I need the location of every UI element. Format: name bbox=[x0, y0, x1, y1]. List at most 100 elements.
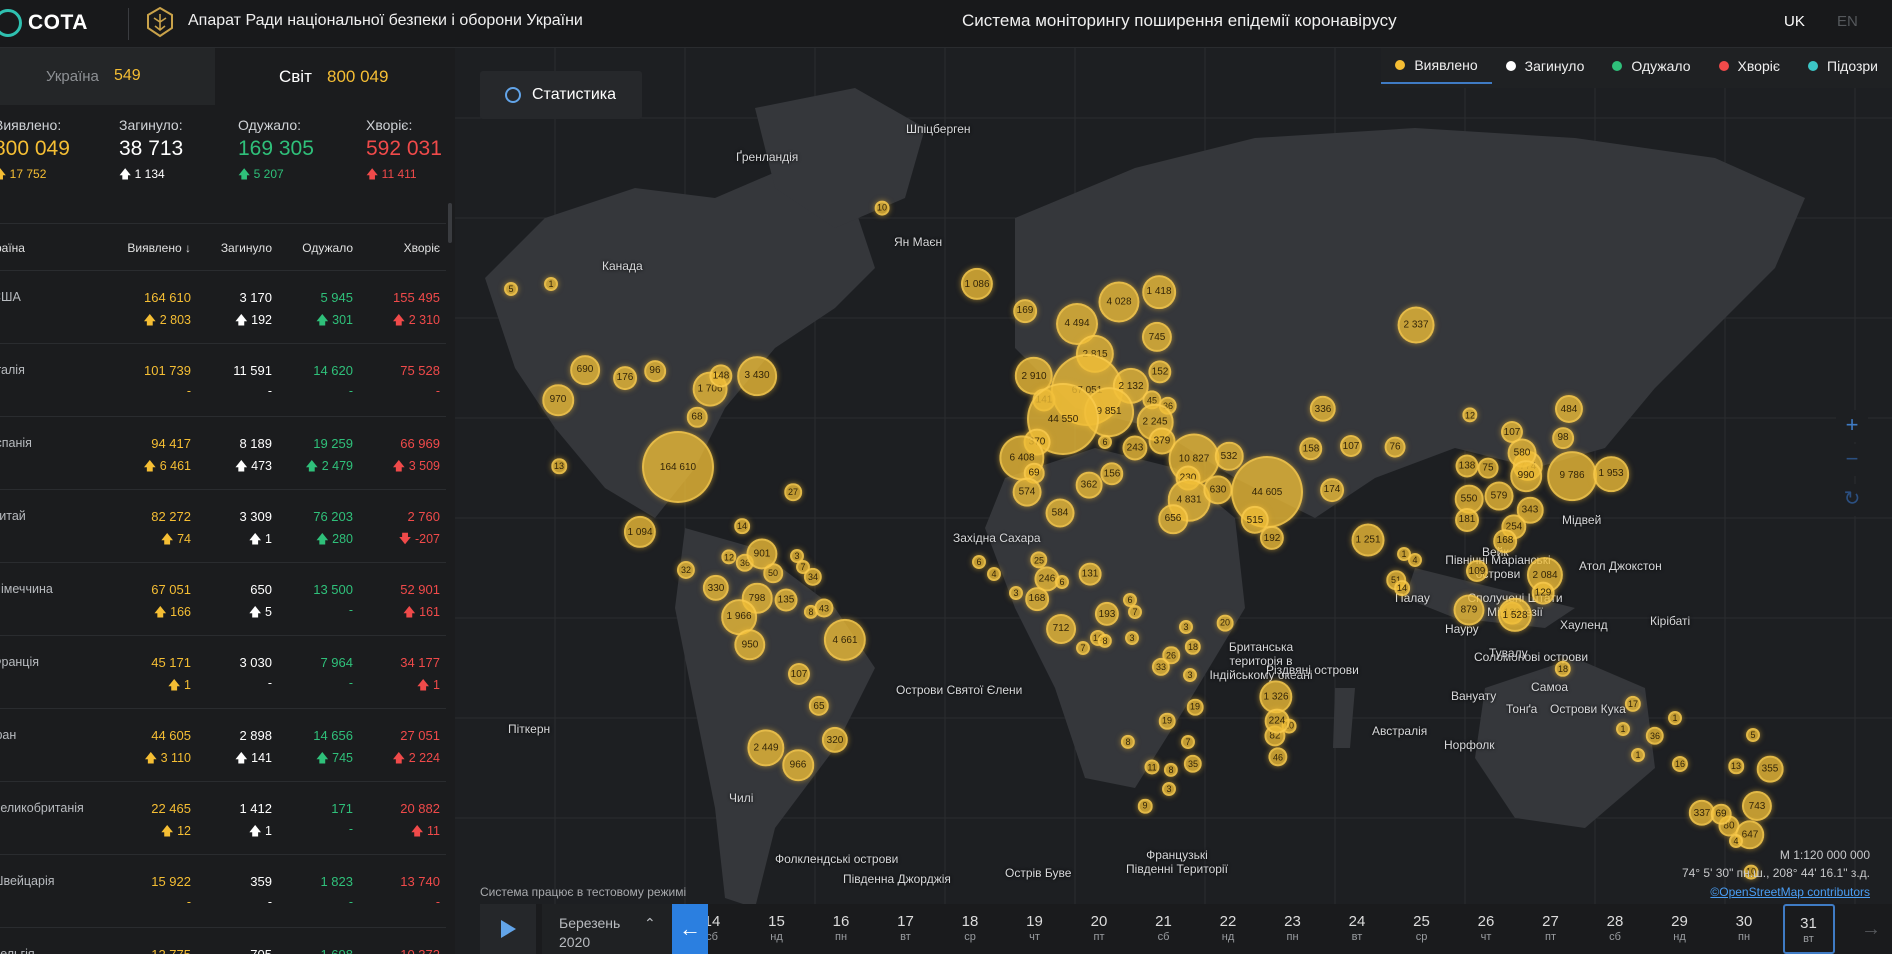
case-bubble[interactable]: 192 bbox=[1259, 525, 1285, 551]
timeline-day[interactable]: 29 нд bbox=[1654, 904, 1706, 954]
case-bubble[interactable]: 32 bbox=[676, 560, 696, 580]
case-bubble[interactable]: 98 bbox=[1552, 427, 1574, 449]
case-bubble[interactable]: 4 028 bbox=[1098, 281, 1140, 323]
case-bubble[interactable]: 14 bbox=[734, 518, 750, 534]
case-bubble[interactable]: 879 bbox=[1453, 594, 1485, 626]
case-bubble[interactable]: 579 bbox=[1484, 481, 1514, 511]
case-bubble[interactable]: 1 bbox=[1631, 748, 1645, 762]
world-map[interactable]: Статистика Виявлено Загинуло Одужало Хворіє… bbox=[455, 48, 1892, 954]
table-row[interactable]: Іран 44 605 🡅 3 110 2 898 🡅 141 14 656 🡅 745 27… bbox=[0, 709, 446, 782]
case-bubble[interactable]: 107 bbox=[1339, 434, 1363, 458]
case-bubble[interactable]: 3 430 bbox=[737, 356, 777, 396]
case-bubble[interactable]: 152 bbox=[1148, 360, 1172, 384]
case-bubble[interactable]: 7 bbox=[1181, 735, 1195, 749]
case-bubble[interactable]: 243 bbox=[1122, 435, 1148, 461]
col-detected-sort[interactable]: Виявлено ↓ bbox=[127, 241, 191, 255]
zoom-in-button[interactable]: + bbox=[1836, 410, 1868, 442]
timeline-day[interactable]: 27 пт bbox=[1525, 904, 1577, 954]
case-bubble[interactable]: 12 bbox=[721, 549, 737, 565]
case-bubble[interactable]: 1 966 bbox=[721, 599, 757, 635]
case-bubble[interactable]: 3 bbox=[1179, 620, 1193, 634]
case-bubble[interactable]: 484 bbox=[1554, 394, 1584, 424]
case-bubble[interactable]: 13 bbox=[551, 458, 567, 474]
zoom-out-button[interactable]: − bbox=[1836, 444, 1868, 476]
table-row[interactable]: Великобританія 22 465 🡅 12 1 412 🡅 1 171 - 20 8… bbox=[0, 782, 446, 855]
play-button[interactable] bbox=[480, 904, 536, 954]
next-day-button[interactable]: → bbox=[1850, 904, 1892, 954]
col-sick[interactable]: Хворіє bbox=[403, 241, 440, 255]
case-bubble[interactable]: 129 bbox=[1531, 581, 1555, 605]
timeline-day[interactable]: 19 чт bbox=[1009, 904, 1061, 954]
case-bubble[interactable]: 224 bbox=[1264, 708, 1290, 734]
case-bubble[interactable]: 193 bbox=[1094, 601, 1120, 627]
timeline-day[interactable]: 15 нд bbox=[751, 904, 803, 954]
tab-world[interactable]: Світ 800 049 bbox=[215, 48, 455, 105]
case-bubble[interactable]: 9 786 bbox=[1547, 451, 1597, 501]
case-bubble[interactable]: 970 bbox=[542, 384, 574, 416]
case-bubble[interactable]: 107 bbox=[787, 662, 811, 686]
case-bubble[interactable]: 4 bbox=[987, 567, 1001, 581]
legend-item[interactable]: Загинуло bbox=[1492, 48, 1599, 84]
case-bubble[interactable]: 14 bbox=[1394, 580, 1410, 596]
case-bubble[interactable]: 68 bbox=[686, 406, 708, 428]
case-bubble[interactable]: 630 bbox=[1203, 475, 1233, 505]
case-bubble[interactable]: 901 bbox=[746, 538, 778, 570]
case-bubble[interactable]: 36 bbox=[1645, 726, 1665, 746]
case-bubble[interactable]: 76 bbox=[1384, 436, 1406, 458]
case-bubble[interactable]: 6 bbox=[1055, 575, 1069, 589]
osm-attribution-link[interactable]: ©OpenStreetMap contributors bbox=[1710, 885, 1870, 899]
case-bubble[interactable]: 1 251 bbox=[1351, 523, 1385, 557]
case-bubble[interactable]: 336 bbox=[1309, 395, 1337, 423]
col-recovered[interactable]: Одужало bbox=[302, 241, 353, 255]
case-bubble[interactable]: 532 bbox=[1214, 441, 1244, 471]
legend-item[interactable]: Підозри bbox=[1794, 48, 1892, 84]
case-bubble[interactable]: 168 bbox=[1025, 587, 1049, 611]
case-bubble[interactable]: 46 bbox=[1268, 747, 1288, 767]
reset-view-button[interactable]: ↻ bbox=[1836, 484, 1868, 516]
timeline-day[interactable]: 31 вт bbox=[1782, 904, 1835, 954]
case-bubble[interactable]: 1 086 bbox=[960, 267, 994, 301]
timeline-day[interactable]: 28 сб bbox=[1589, 904, 1641, 954]
case-bubble[interactable]: 8 bbox=[1163, 762, 1179, 778]
prev-day-button[interactable]: ← bbox=[672, 904, 708, 954]
case-bubble[interactable]: 3 bbox=[1183, 668, 1197, 682]
case-bubble[interactable]: 176 bbox=[613, 366, 637, 390]
table-row[interactable]: Франція 45 171 🡅 1 3 030 - 7 964 - 34 177 🡅 1 bbox=[0, 636, 446, 709]
case-bubble[interactable]: 990 bbox=[1510, 460, 1542, 492]
case-bubble[interactable]: 4 661 bbox=[823, 618, 867, 662]
case-bubble[interactable]: 355 bbox=[1756, 755, 1784, 783]
case-bubble[interactable]: 574 bbox=[1012, 477, 1042, 507]
lang-uk-button[interactable]: UK bbox=[1784, 13, 1805, 30]
timeline-day[interactable]: 23 пн bbox=[1267, 904, 1319, 954]
case-bubble[interactable]: 1 953 bbox=[1593, 456, 1629, 492]
case-bubble[interactable]: 27 bbox=[784, 483, 802, 501]
sidebar-scrollbar[interactable] bbox=[448, 203, 452, 243]
cota-logo[interactable]: COTA bbox=[0, 8, 88, 38]
timeline-day[interactable]: 18 ср bbox=[944, 904, 996, 954]
case-bubble[interactable]: 131 bbox=[1078, 562, 1102, 586]
case-bubble[interactable]: 19 bbox=[1186, 698, 1204, 716]
case-bubble[interactable]: 1 418 bbox=[1142, 275, 1176, 309]
case-bubble[interactable]: 5 bbox=[1746, 728, 1760, 742]
timeline-day[interactable]: 21 сб bbox=[1138, 904, 1190, 954]
case-bubble[interactable]: 109 bbox=[1465, 559, 1489, 583]
case-bubble[interactable]: 33 bbox=[1151, 657, 1171, 677]
case-bubble[interactable]: 18 bbox=[1184, 638, 1202, 656]
case-bubble[interactable]: 96 bbox=[644, 360, 666, 382]
case-bubble[interactable]: 9 bbox=[1137, 798, 1153, 814]
statistics-button[interactable]: Статистика bbox=[480, 71, 642, 119]
col-country[interactable]: Країна bbox=[0, 241, 25, 255]
case-bubble[interactable]: 6 bbox=[1098, 435, 1112, 449]
case-bubble[interactable]: 168 bbox=[1493, 529, 1517, 553]
case-bubble[interactable]: 8 bbox=[1097, 633, 1113, 649]
case-bubble[interactable]: 745 bbox=[1141, 321, 1173, 353]
case-bubble[interactable]: 6 bbox=[972, 555, 986, 569]
case-bubble[interactable]: 13 bbox=[1728, 758, 1744, 774]
case-bubble[interactable]: 2 449 bbox=[747, 729, 785, 767]
case-bubble[interactable]: 174 bbox=[1320, 478, 1344, 502]
case-bubble[interactable]: 18 bbox=[1554, 660, 1572, 678]
case-bubble[interactable]: 4 bbox=[1729, 834, 1743, 848]
case-bubble[interactable]: 20 bbox=[1216, 614, 1234, 632]
case-bubble[interactable]: 5 bbox=[504, 282, 518, 296]
timeline-day[interactable]: 26 чт bbox=[1460, 904, 1512, 954]
